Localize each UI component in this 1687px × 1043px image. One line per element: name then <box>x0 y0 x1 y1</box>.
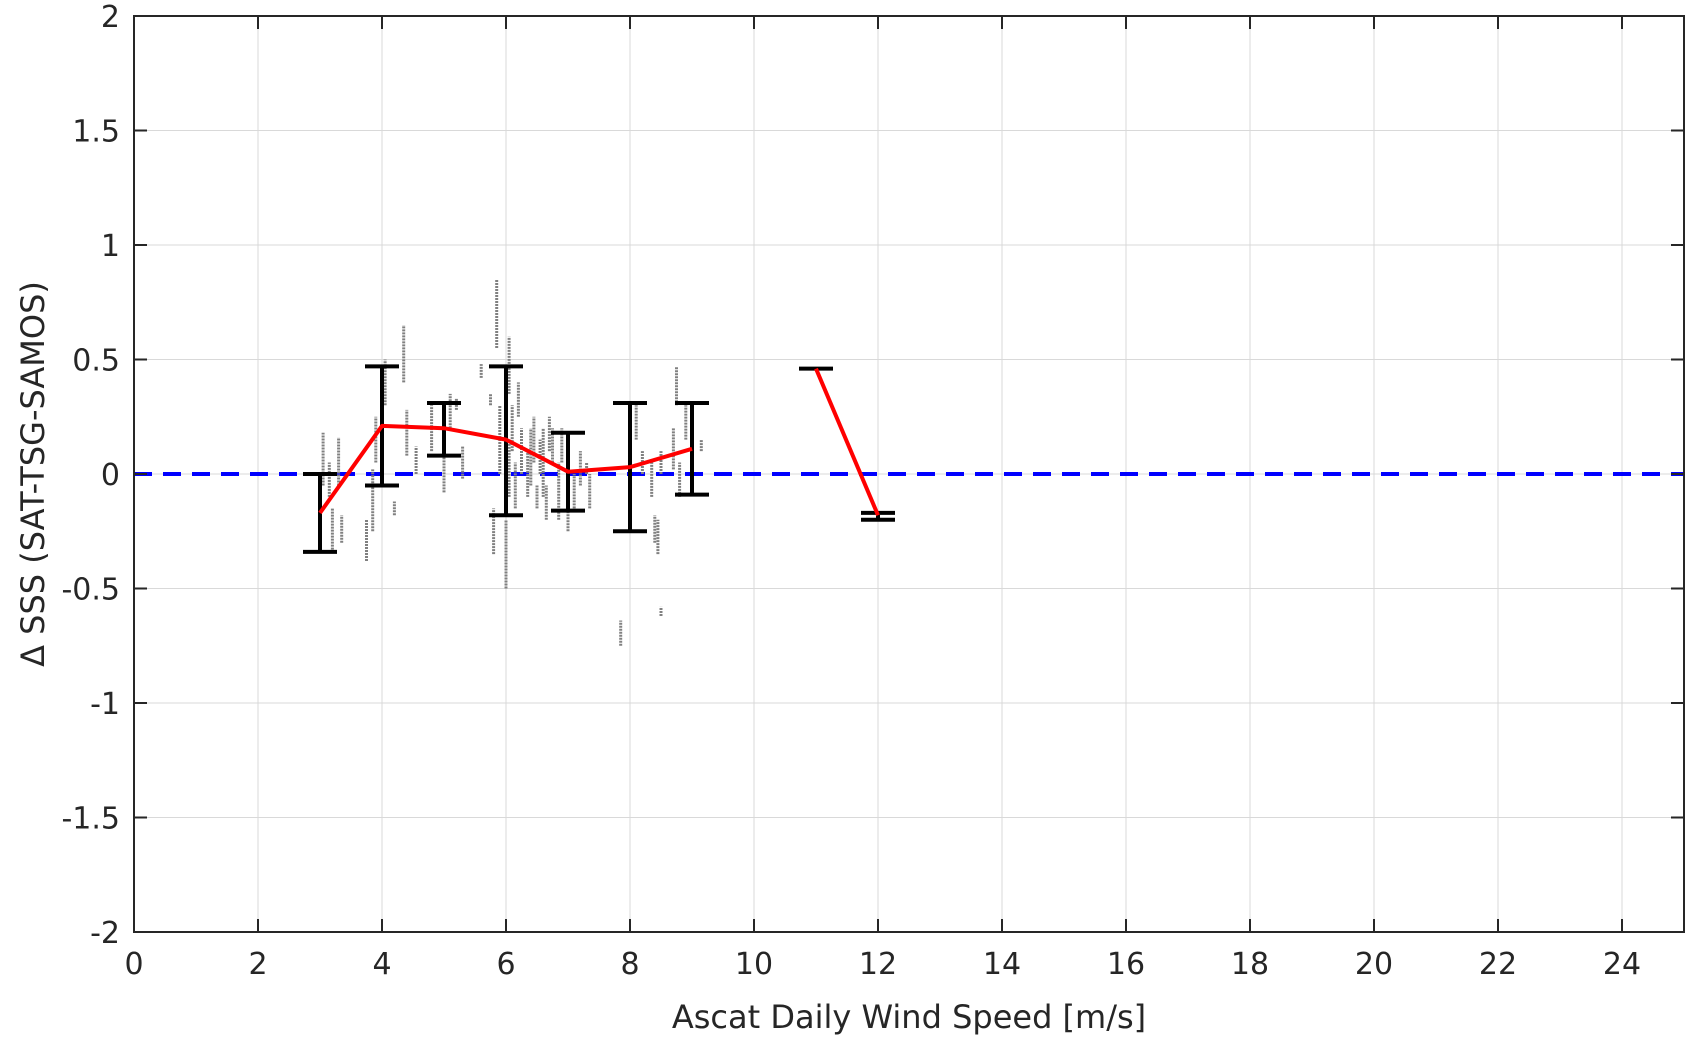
x-tick-labels: 0 2 4 6 8 10 12 14 16 18 20 22 24 <box>124 947 1641 982</box>
x-tick-label: 22 <box>1479 947 1517 982</box>
x-tick-label: 0 <box>124 947 143 982</box>
x-tick-label: 14 <box>983 947 1021 982</box>
y-tick-labels: -2 -1.5 -1 -0.5 0 0.5 1 1.5 2 <box>61 0 120 951</box>
mean-line <box>814 367 880 516</box>
x-tick-label: 20 <box>1355 947 1393 982</box>
y-tick-label: 2 <box>101 0 120 35</box>
y-axis-title: Δ SSS (SAT-TSG-SAMOS) <box>14 281 52 667</box>
y-tick-label: 1.5 <box>72 115 120 150</box>
x-tick-label: 16 <box>1107 947 1145 982</box>
y-tick-label: 1 <box>101 229 120 264</box>
y-tick-label: -2 <box>90 916 120 951</box>
x-tick-label: 10 <box>735 947 773 982</box>
y-tick-label: 0 <box>101 458 120 493</box>
y-tick-label: 0.5 <box>72 344 120 379</box>
x-tick-label: 24 <box>1603 947 1641 982</box>
x-axis-title: Ascat Daily Wind Speed [m/s] <box>672 998 1146 1036</box>
y-tick-label: -1 <box>90 687 120 722</box>
mean-line <box>318 423 693 515</box>
x-tick-label: 2 <box>248 947 267 982</box>
axes-frame <box>133 15 1685 933</box>
scatter-points <box>321 279 703 646</box>
x-tick-label: 12 <box>859 947 897 982</box>
x-tick-label: 8 <box>620 947 639 982</box>
x-tick-label: 6 <box>496 947 515 982</box>
error-bars <box>303 364 895 554</box>
y-tick-label: -1.5 <box>61 802 120 837</box>
x-tick-label: 4 <box>372 947 391 982</box>
y-tick-label: -0.5 <box>61 573 120 608</box>
x-tick-label: 18 <box>1231 947 1269 982</box>
mean-line-layer <box>318 367 880 516</box>
grid-lines <box>134 16 1684 932</box>
